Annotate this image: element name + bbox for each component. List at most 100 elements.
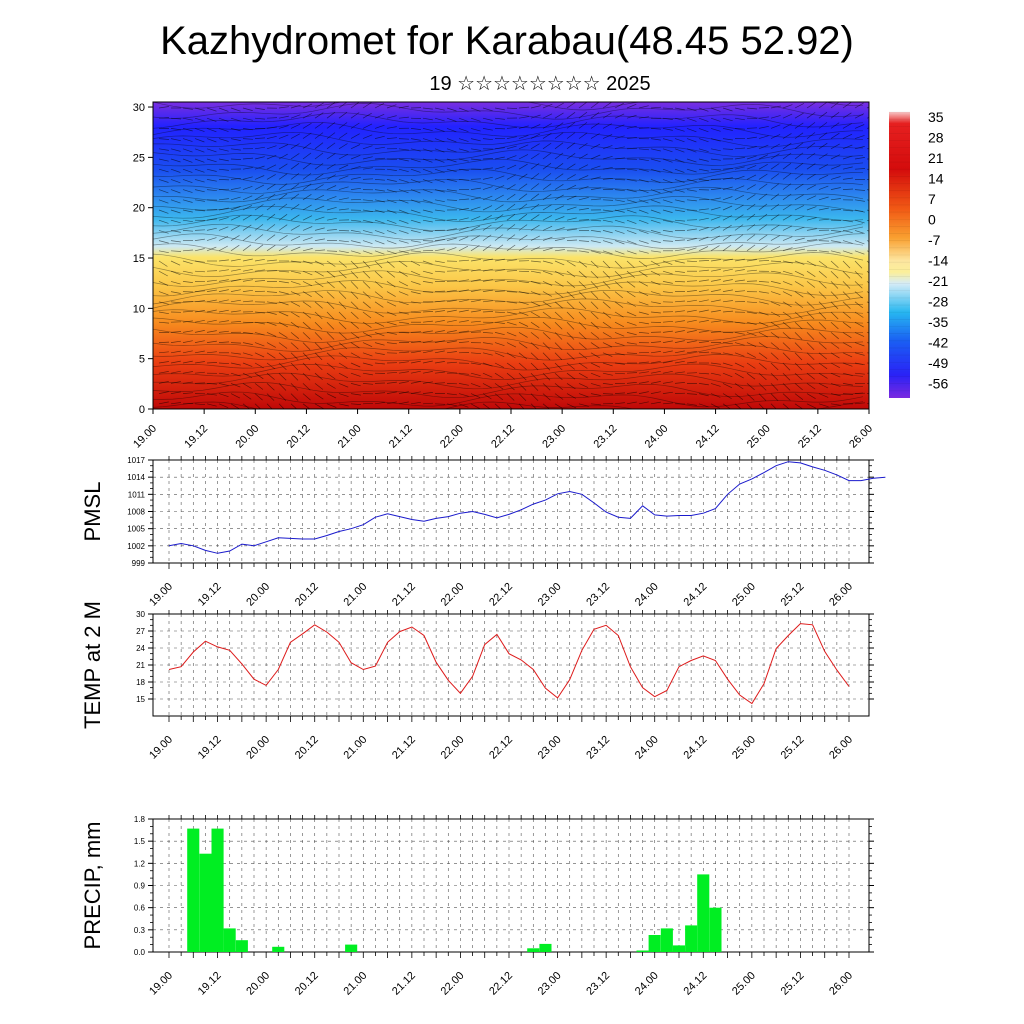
xsec-wind-barb (566, 332, 575, 340)
xsec-wind-barb (650, 250, 661, 253)
xsec-wind-barb (374, 157, 386, 160)
xsec-wind-barb (854, 260, 863, 269)
xsec-wind-barb (242, 258, 253, 262)
xsec-wind-barb (158, 311, 169, 315)
xsec-wind-barb (386, 332, 397, 335)
xsec-wind-barb (830, 372, 841, 378)
xsec-wind-barb (482, 372, 493, 378)
xsec-wind-barb (530, 311, 540, 318)
xsec-wind-barb (410, 138, 421, 141)
xsec-wind-barb (266, 393, 275, 401)
xsec-wind-barb (302, 332, 311, 340)
xsec-wind-barb (338, 250, 349, 254)
xsec-wind-barb (374, 250, 385, 255)
xsec-wind-barb (482, 244, 492, 252)
xsec-wind-barb (794, 194, 804, 201)
xsec-wind-barb (206, 237, 217, 241)
xsec-wind-barb (554, 270, 564, 277)
xsec-wind-barb (842, 291, 851, 299)
xsec-wind-barb (818, 342, 827, 350)
xsec-wind-barb (482, 311, 494, 313)
xsec-wind-barb (602, 281, 611, 289)
xsec-wind-barb (530, 183, 540, 190)
xsec-wind-barb (338, 291, 347, 299)
xsec-wind-barb (566, 174, 576, 180)
xsec-wind-barb (458, 393, 469, 397)
xsec-wind-barb (170, 138, 181, 142)
xsec-wind-barb (602, 250, 613, 255)
xsec-wind-barb (722, 224, 732, 231)
xsec-wind-barb (710, 138, 721, 142)
xsec-wind-barb (518, 183, 528, 190)
xsec-wind-barb (206, 179, 217, 182)
xsec-wind-barb (614, 352, 625, 356)
xsec-wind-barb (698, 107, 709, 112)
xsec-wind-barb (806, 184, 816, 190)
xsec-wind-barb (578, 111, 588, 119)
xsec-wind-barb (626, 168, 637, 171)
xsec-wind-barb (170, 209, 181, 214)
pmsl-x-tick-label: 22.12 (487, 581, 515, 609)
xsec-wind-barb (794, 142, 804, 150)
xsec-wind-barb (806, 321, 815, 330)
xsec-wind-barb (350, 362, 361, 368)
xsec-wind-barb (302, 281, 313, 287)
xsec-wind-barb (842, 250, 853, 255)
pmsl-x-tick-label: 21.00 (341, 581, 369, 609)
xsec-wind-barb (158, 179, 169, 183)
xsec-wind-barb (602, 393, 614, 395)
pmsl-y-tick-label: 1005 (127, 525, 145, 534)
xsec-wind-barb (182, 371, 193, 374)
xsec-wind-barb (194, 403, 206, 406)
pmsl-y-tick-label: 1002 (127, 542, 145, 551)
xsec-wind-barb (662, 330, 673, 333)
xsec-wind-barb (734, 403, 742, 409)
xsec-wind-barb (278, 321, 288, 328)
xsec-wind-barb (566, 153, 576, 160)
xsec-wind-barb (194, 117, 205, 122)
precip-bar (345, 944, 358, 952)
xsec-wind-barb (506, 224, 516, 231)
xsec-wind-barb (590, 403, 601, 406)
xsec-wind-barb (722, 310, 734, 313)
xsec-wind-barb (158, 351, 169, 354)
xsec-wind-barb (314, 184, 324, 190)
xsec-wind-barb (854, 301, 864, 309)
xsec-wind-barb (170, 250, 182, 252)
xsec-wind-barb (650, 158, 661, 163)
xsec-wind-barb (158, 117, 170, 119)
xsec-wind-barb (554, 372, 563, 381)
xsec-x-tick-label: 21.00 (336, 423, 364, 451)
xsec-wind-barb (242, 176, 253, 180)
xsec-wind-barb (554, 301, 563, 309)
xsec-wind-barb (722, 167, 734, 170)
xsec-wind-barb (566, 372, 576, 380)
xsec-wind-barb (806, 372, 816, 380)
xsec-wind-barb (842, 372, 853, 377)
xsec-wind-barb (410, 301, 421, 304)
xsec-x-tick-label: 19.12 (182, 423, 210, 451)
xsec-wind-barb (350, 383, 361, 387)
xsec-wind-barb (458, 168, 469, 172)
xsec-wind-barb (578, 342, 587, 350)
xsec-wind-barb (242, 342, 253, 345)
xsec-wind-barb (710, 352, 722, 354)
xsec-wind-barb (626, 219, 637, 224)
xsec-wind-barb (818, 260, 828, 268)
xsec-wind-barb (674, 138, 685, 143)
xsec-wind-barb (674, 168, 685, 173)
temp-y-tick-label: 15 (136, 695, 145, 704)
xsec-wind-barb (326, 321, 335, 330)
xsec-wind-barb (782, 291, 793, 297)
xsec-wind-barb (770, 403, 777, 409)
xsec-wind-barb (242, 383, 252, 389)
xsec-wind-barb (506, 244, 516, 252)
xsec-wind-barb (794, 403, 804, 409)
xsec-wind-barb (722, 234, 732, 241)
xsec-wind-barb (350, 250, 361, 254)
xsec-wind-barb (242, 393, 252, 400)
xsec-wind-barb (182, 199, 193, 203)
xsec-wind-barb (458, 208, 469, 211)
xsec-wind-barb (362, 112, 372, 119)
xsec-wind-barb (254, 234, 264, 241)
